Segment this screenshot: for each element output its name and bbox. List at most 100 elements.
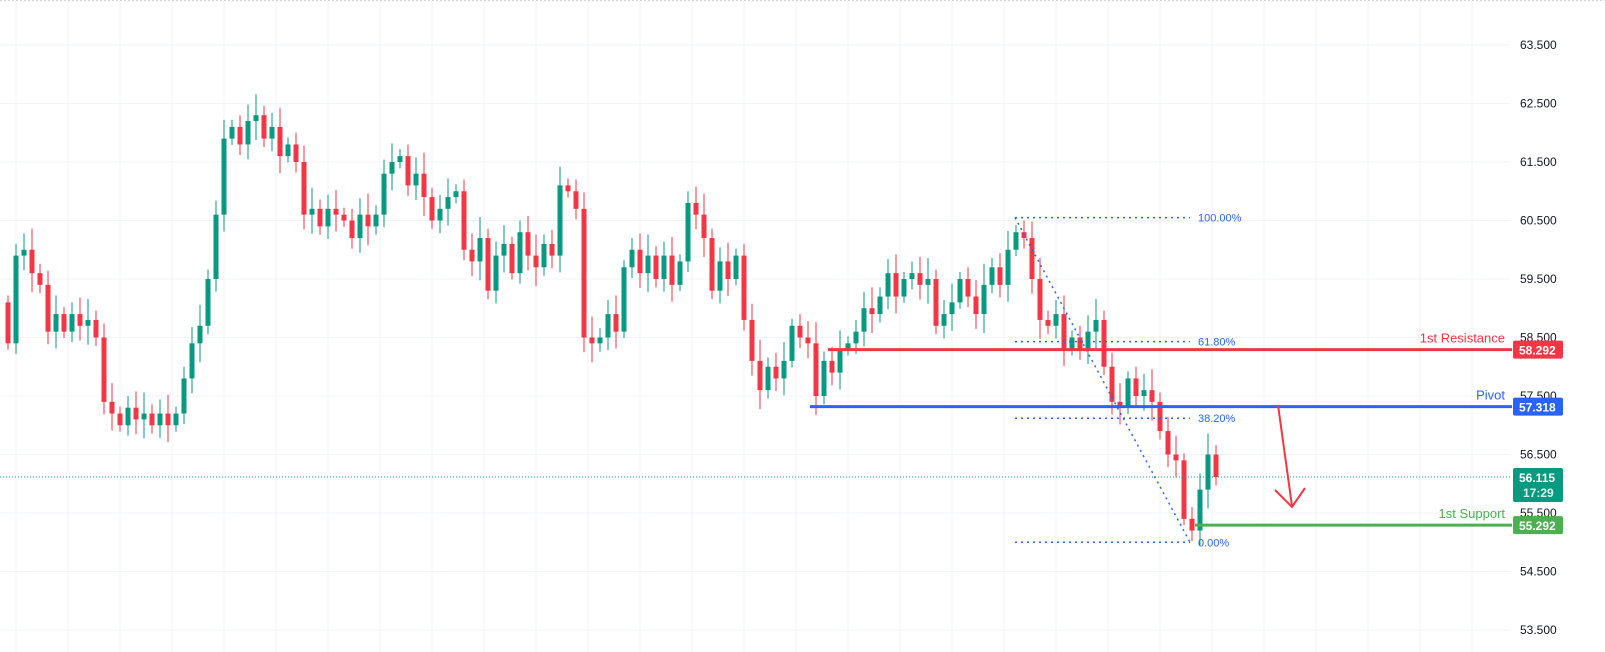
- candle-up: [621, 267, 627, 332]
- candle-down: [573, 191, 579, 209]
- candle-up: [53, 314, 59, 332]
- price-tag-value: 58.292: [1519, 344, 1556, 358]
- level-name-label: 1st Support: [1439, 506, 1506, 521]
- candle-up: [221, 138, 227, 215]
- candle-up: [413, 173, 419, 186]
- candle-down: [589, 337, 595, 344]
- candle-down: [813, 343, 819, 396]
- candle-down: [117, 413, 123, 426]
- price-tag: [1513, 516, 1563, 535]
- candle-up: [661, 255, 667, 279]
- candle-up: [685, 202, 691, 262]
- price-axis[interactable]: 63.50062.50061.50060.50059.50058.50057.5…: [1513, 38, 1563, 637]
- candle-down: [1061, 314, 1067, 350]
- candle-down: [757, 360, 763, 391]
- candle-up: [941, 314, 947, 326]
- candle-up: [229, 126, 235, 139]
- candle-down: [429, 197, 435, 221]
- candle-up: [269, 126, 275, 139]
- candle-down: [1101, 319, 1107, 367]
- candle-up: [789, 325, 795, 361]
- candle-down: [741, 255, 747, 320]
- candle-up: [1005, 249, 1011, 285]
- candle-down: [61, 314, 67, 332]
- candle-down: [581, 208, 587, 338]
- candle-down: [29, 249, 35, 274]
- price-tick-label: 62.500: [1520, 97, 1557, 111]
- candle-up: [245, 121, 251, 145]
- candle-down: [1189, 518, 1195, 531]
- candle-down: [277, 126, 283, 157]
- candle-up: [925, 279, 931, 285]
- candle-up: [1069, 337, 1075, 350]
- candle-down: [805, 337, 811, 344]
- candle-up: [1085, 331, 1091, 350]
- candle-down: [109, 401, 115, 414]
- candle-up: [853, 331, 859, 344]
- candle-down: [1181, 460, 1187, 519]
- candle-up: [605, 314, 611, 338]
- candle-up: [989, 267, 995, 285]
- candle-down: [93, 319, 99, 338]
- candle-up: [285, 144, 291, 157]
- candle-up: [557, 185, 563, 256]
- price-tick-label: 54.500: [1520, 565, 1557, 579]
- down-arrow-icon: [1277, 404, 1293, 507]
- candle-up: [85, 319, 91, 326]
- candle-down: [749, 319, 755, 361]
- candle-down: [797, 325, 803, 338]
- candle-up: [949, 302, 955, 315]
- candle-down: [165, 413, 171, 426]
- price-tick-label: 53.500: [1520, 623, 1557, 637]
- candle-up: [325, 208, 331, 227]
- candle-up: [541, 243, 547, 268]
- candle-up: [1197, 489, 1203, 531]
- candle-down: [965, 279, 971, 297]
- candle-up: [493, 255, 499, 291]
- candle-down: [421, 173, 427, 198]
- fib-level-label: 100.00%: [1198, 213, 1242, 225]
- candle-up: [501, 243, 507, 256]
- candle-up: [453, 191, 459, 198]
- candle-down: [37, 273, 43, 285]
- candle-up: [717, 261, 723, 291]
- candle-down: [509, 243, 515, 274]
- candle-up: [981, 284, 987, 315]
- price-tag: [1513, 340, 1563, 359]
- candle-down: [237, 126, 243, 145]
- candle-up: [877, 296, 883, 315]
- candle-up: [389, 162, 395, 174]
- candle-down: [405, 156, 411, 186]
- candle-down: [1149, 390, 1155, 402]
- candle-down: [669, 255, 675, 285]
- candle-up: [397, 156, 403, 162]
- candle-down: [365, 214, 371, 227]
- price-tag-value: 55.292: [1519, 519, 1556, 533]
- candle-down: [1109, 366, 1115, 402]
- candle-up: [597, 337, 603, 344]
- price-tick-label: 59.500: [1520, 272, 1557, 286]
- candle-down: [653, 255, 659, 279]
- candle-down: [933, 279, 939, 326]
- candle-down: [533, 255, 539, 268]
- candle-up: [1125, 378, 1131, 408]
- candle-down: [613, 314, 619, 332]
- candle-down: [1045, 319, 1051, 326]
- price-tick-label: 63.500: [1520, 38, 1557, 52]
- candle-up: [957, 279, 963, 303]
- candle-up: [437, 208, 443, 221]
- candle-up: [181, 378, 187, 414]
- price-tick-label: 61.500: [1520, 155, 1557, 169]
- candle-up: [1053, 314, 1059, 326]
- bar-countdown: 17:29: [1523, 486, 1554, 500]
- candle-up: [885, 273, 891, 297]
- candle-down: [461, 191, 467, 250]
- candle-up: [189, 343, 195, 379]
- candle-up: [309, 208, 315, 215]
- candle-down: [773, 366, 779, 379]
- candle-up: [733, 255, 739, 279]
- candle-down: [469, 249, 475, 262]
- candle-up: [1093, 319, 1099, 332]
